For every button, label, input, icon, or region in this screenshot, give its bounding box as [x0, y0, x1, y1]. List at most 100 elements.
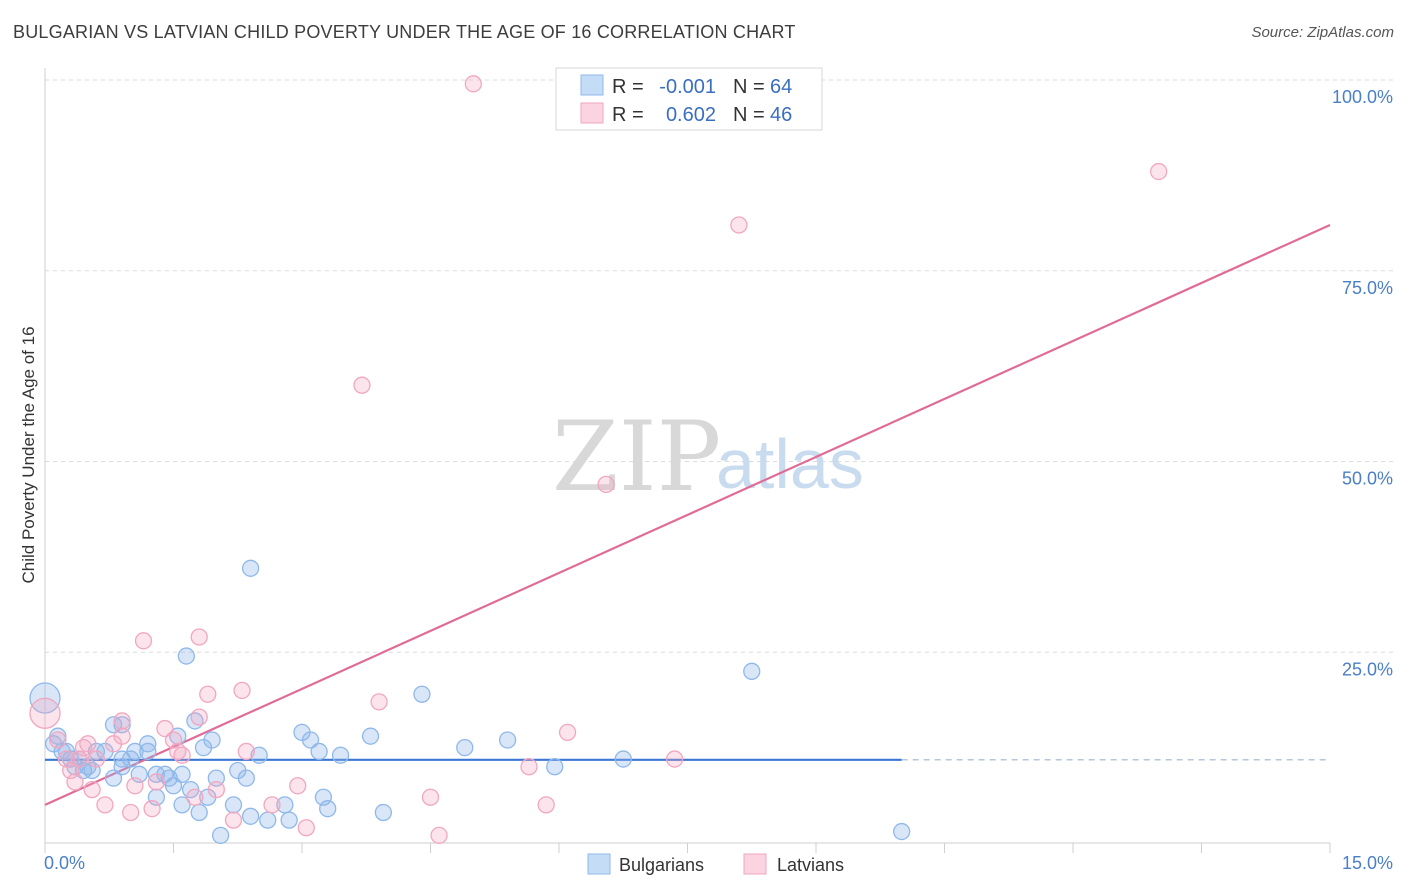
point-latvians — [96, 796, 114, 814]
point-bulgarians — [319, 800, 337, 818]
point-latvians — [353, 376, 371, 394]
point-bulgarians — [250, 746, 268, 764]
legend-n-value-1: 46 — [770, 104, 792, 126]
point-latvians — [207, 780, 225, 799]
legend-r-label-1: R = — [612, 104, 644, 126]
point-bulgarians — [241, 559, 260, 577]
point-latvians — [730, 216, 748, 234]
point-bulgarians — [331, 746, 350, 764]
point-latvians — [370, 693, 388, 711]
legend-n-value-0: 64 — [770, 76, 792, 98]
point-latvians — [263, 796, 281, 814]
data-points — [29, 75, 1168, 845]
x-tick-label-min: 0.0% — [44, 853, 85, 873]
point-latvians — [666, 750, 684, 768]
point-bulgarians — [203, 731, 221, 749]
y-tick-label-75: 75.0% — [1342, 278, 1393, 298]
legend-n-label-0: N = — [733, 76, 765, 98]
x-tick-label-max: 15.0% — [1342, 853, 1393, 873]
legend-r-label-0: R = — [612, 76, 644, 98]
point-latvians — [190, 628, 208, 646]
point-bulgarians — [126, 742, 144, 761]
point-latvians — [558, 723, 577, 742]
bottom-legend-swatch-latvians — [743, 853, 767, 875]
point-bulgarians — [237, 769, 255, 787]
point-bulgarians — [259, 811, 277, 829]
point-latvians — [597, 475, 615, 494]
point-latvians — [83, 780, 101, 799]
legend: R = -0.001 N = 64 R = 0.602 N = 46 — [555, 67, 823, 131]
axes — [44, 68, 1331, 853]
point-bulgarians — [139, 735, 157, 753]
bottom-legend-label-latvians: Latvians — [777, 855, 844, 875]
point-latvians — [430, 826, 448, 845]
point-latvians — [113, 712, 131, 730]
point-latvians — [199, 685, 217, 703]
point-bulgarians — [177, 647, 196, 665]
point-bulgarians — [743, 662, 761, 680]
point-latvians — [122, 803, 140, 822]
point-latvians — [49, 731, 67, 749]
point-latvians — [237, 742, 255, 761]
bottom-legend: Bulgarians Latvians — [587, 853, 844, 875]
trend-lines — [44, 223, 1331, 806]
point-latvians — [143, 800, 161, 818]
bottom-legend-swatch-bulgarians — [587, 853, 611, 875]
point-latvians — [520, 758, 538, 776]
point-bulgarians — [211, 826, 230, 845]
point-latvians — [147, 773, 166, 791]
point-latvians — [464, 75, 482, 93]
trend-line-latvians — [44, 223, 1331, 806]
point-latvians — [126, 777, 144, 795]
point-bulgarians — [361, 727, 380, 745]
point-latvians — [1150, 162, 1168, 181]
legend-swatch-bulgarians — [580, 74, 604, 96]
legend-n-label-1: N = — [733, 104, 765, 126]
legend-r-value-0: -0.001 — [659, 76, 716, 98]
point-latvians — [421, 788, 440, 806]
point-bulgarians — [224, 796, 243, 814]
point-latvians — [233, 681, 251, 700]
point-latvians — [173, 746, 191, 764]
point-latvians — [79, 735, 97, 753]
point-bulgarians — [301, 731, 320, 749]
point-bulgarians — [104, 769, 123, 787]
point-bulgarians — [173, 796, 191, 814]
point-latvians — [224, 811, 243, 829]
y-tick-label-25: 25.0% — [1342, 659, 1393, 679]
point-latvians — [66, 773, 84, 791]
point-latvians — [29, 697, 61, 729]
legend-swatch-latvians — [580, 102, 604, 124]
legend-r-value-1: 0.602 — [666, 104, 716, 126]
point-bulgarians — [546, 758, 564, 776]
point-bulgarians — [113, 758, 131, 776]
point-bulgarians — [280, 811, 298, 829]
point-latvians — [289, 777, 307, 795]
point-bulgarians — [413, 685, 431, 703]
point-bulgarians — [614, 750, 632, 768]
y-tick-label-100: 100.0% — [1332, 87, 1393, 107]
point-latvians — [113, 727, 131, 745]
point-bulgarians — [49, 727, 67, 745]
point-bulgarians — [498, 731, 517, 749]
point-latvians — [190, 708, 208, 726]
point-latvians — [186, 788, 204, 806]
tick-labels: 25.0% 50.0% 75.0% 100.0% 0.0% 15.0% — [44, 87, 1393, 873]
bottom-legend-label-bulgarians: Bulgarians — [619, 855, 704, 875]
point-latvians — [87, 750, 106, 768]
point-latvians — [134, 632, 153, 650]
y-axis-label: Child Poverty Under the Age of 16 — [19, 326, 38, 583]
chart-title: BULGARIAN VS LATVIAN CHILD POVERTY UNDER… — [13, 22, 796, 42]
point-bulgarians — [893, 822, 911, 841]
point-latvians — [156, 719, 174, 738]
y-tick-label-50: 50.0% — [1342, 469, 1393, 489]
source-credit: Source: ZipAtlas.com — [1251, 24, 1394, 41]
point-latvians — [297, 819, 315, 837]
point-bulgarians — [173, 765, 191, 783]
watermark-zip: ZIP — [552, 401, 721, 513]
point-bulgarians — [374, 803, 393, 822]
point-latvians — [537, 796, 555, 814]
point-bulgarians — [456, 738, 474, 757]
point-bulgarians — [310, 742, 328, 761]
